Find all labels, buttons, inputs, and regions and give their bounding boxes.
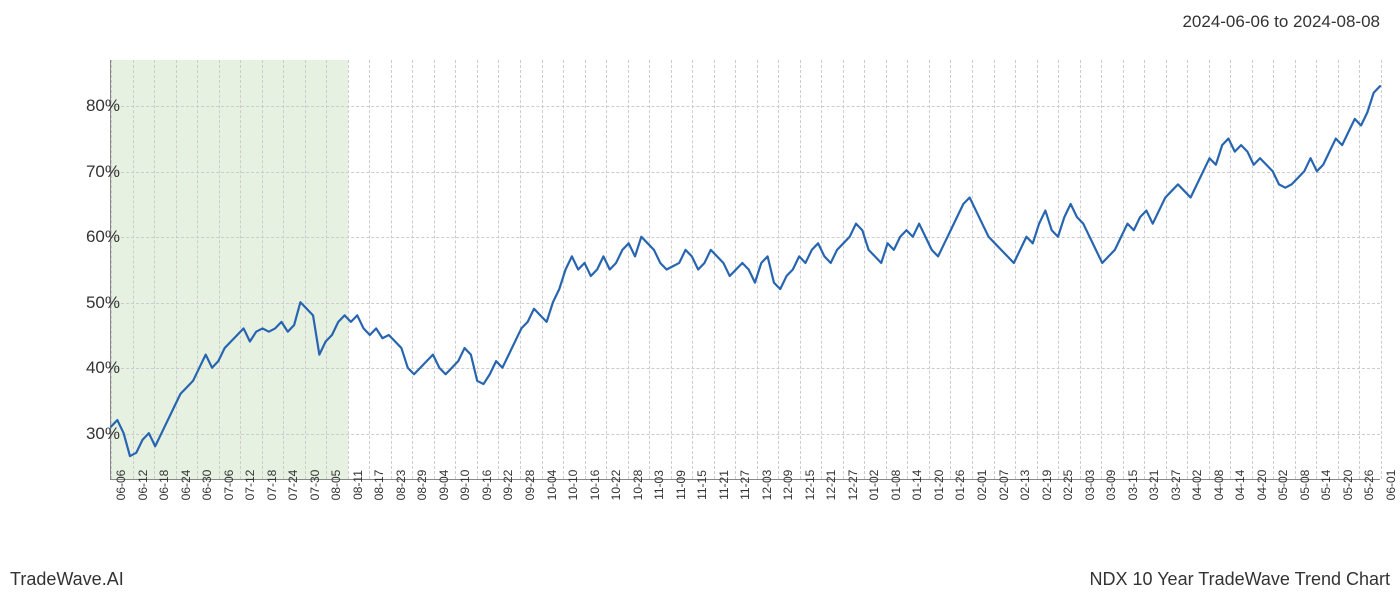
x-axis-tick: 11-15	[695, 470, 709, 500]
x-axis-tick: 05-02	[1276, 470, 1290, 501]
x-axis-tick: 12-27	[846, 470, 860, 501]
x-axis-tick: 07-06	[222, 470, 236, 501]
x-axis-tick: 11-21	[717, 470, 731, 500]
x-axis-tick: 12-21	[824, 470, 838, 501]
y-axis-tick: 60%	[60, 227, 120, 247]
x-axis-tick: 12-09	[781, 470, 795, 501]
x-axis-tick: 02-07	[997, 470, 1011, 501]
x-axis-tick: 10-22	[609, 470, 623, 501]
chart-container	[110, 60, 1380, 480]
x-axis-tick: 07-30	[308, 470, 322, 501]
x-axis-tick: 01-14	[910, 470, 924, 501]
x-axis-tick: 02-01	[975, 470, 989, 501]
x-axis-tick: 07-12	[243, 470, 257, 501]
x-axis-tick: 09-04	[437, 470, 451, 501]
x-axis-tick: 09-28	[523, 470, 537, 501]
y-axis-tick: 30%	[60, 424, 120, 444]
y-axis-tick: 40%	[60, 358, 120, 378]
x-axis-tick: 03-21	[1147, 470, 1161, 501]
x-axis-tick: 10-16	[588, 470, 602, 501]
x-axis-tick: 04-08	[1212, 470, 1226, 501]
x-axis-tick: 08-11	[351, 470, 365, 500]
x-axis-tick: 03-03	[1083, 470, 1097, 501]
x-axis-tick: 04-02	[1190, 470, 1204, 501]
trend-line	[111, 60, 1380, 479]
x-axis-tick: 02-25	[1061, 470, 1075, 501]
x-axis-tick: 11-27	[738, 470, 752, 500]
x-axis-tick: 01-26	[953, 470, 967, 501]
x-axis-tick: 05-14	[1319, 470, 1333, 501]
x-axis-tick: 11-09	[674, 470, 688, 500]
x-axis-tick: 09-10	[458, 470, 472, 501]
y-axis-tick: 70%	[60, 162, 120, 182]
x-axis-tick: 03-15	[1126, 470, 1140, 501]
x-axis-tick: 09-22	[501, 470, 515, 501]
x-axis-tick: 04-20	[1255, 470, 1269, 501]
x-axis-tick: 06-12	[136, 470, 150, 501]
x-axis-tick: 06-30	[200, 470, 214, 501]
x-axis-tick: 10-10	[566, 470, 580, 501]
x-axis-tick: 01-02	[867, 470, 881, 501]
x-axis-tick: 02-19	[1040, 470, 1054, 501]
y-axis-tick: 50%	[60, 293, 120, 313]
x-axis-tick: 07-24	[286, 470, 300, 501]
x-axis-tick: 01-20	[932, 470, 946, 501]
x-axis-tick: 10-04	[545, 470, 559, 501]
x-axis-tick: 06-06	[114, 470, 128, 501]
x-axis-tick: 05-26	[1362, 470, 1376, 501]
date-range-label: 2024-06-06 to 2024-08-08	[1182, 12, 1380, 32]
x-axis-tick: 10-28	[631, 470, 645, 501]
x-axis-tick: 12-15	[803, 470, 817, 501]
x-axis-tick: 08-29	[415, 470, 429, 501]
x-axis-tick: 06-24	[179, 470, 193, 501]
plot-region	[110, 60, 1380, 480]
x-axis-tick: 08-05	[329, 470, 343, 501]
x-axis-tick: 09-16	[480, 470, 494, 501]
x-axis-tick: 11-03	[652, 470, 666, 500]
x-axis-tick: 08-17	[372, 470, 386, 501]
x-axis-tick: 08-23	[394, 470, 408, 501]
x-axis-tick: 05-08	[1298, 470, 1312, 501]
chart-title: NDX 10 Year TradeWave Trend Chart	[1090, 569, 1391, 590]
x-axis-tick: 05-20	[1341, 470, 1355, 501]
x-axis-tick: 06-01	[1384, 470, 1398, 501]
x-axis-tick: 01-08	[889, 470, 903, 501]
x-axis-tick: 07-18	[265, 470, 279, 501]
x-axis-tick: 03-27	[1169, 470, 1183, 501]
x-axis-tick: 03-09	[1104, 470, 1118, 501]
x-axis-tick: 02-13	[1018, 470, 1032, 501]
x-axis-tick: 06-18	[157, 470, 171, 501]
y-axis-tick: 80%	[60, 96, 120, 116]
gridline-vertical	[1381, 60, 1382, 479]
x-axis-tick: 04-14	[1233, 470, 1247, 501]
x-axis-tick: 12-03	[760, 470, 774, 501]
brand-label: TradeWave.AI	[10, 569, 124, 590]
